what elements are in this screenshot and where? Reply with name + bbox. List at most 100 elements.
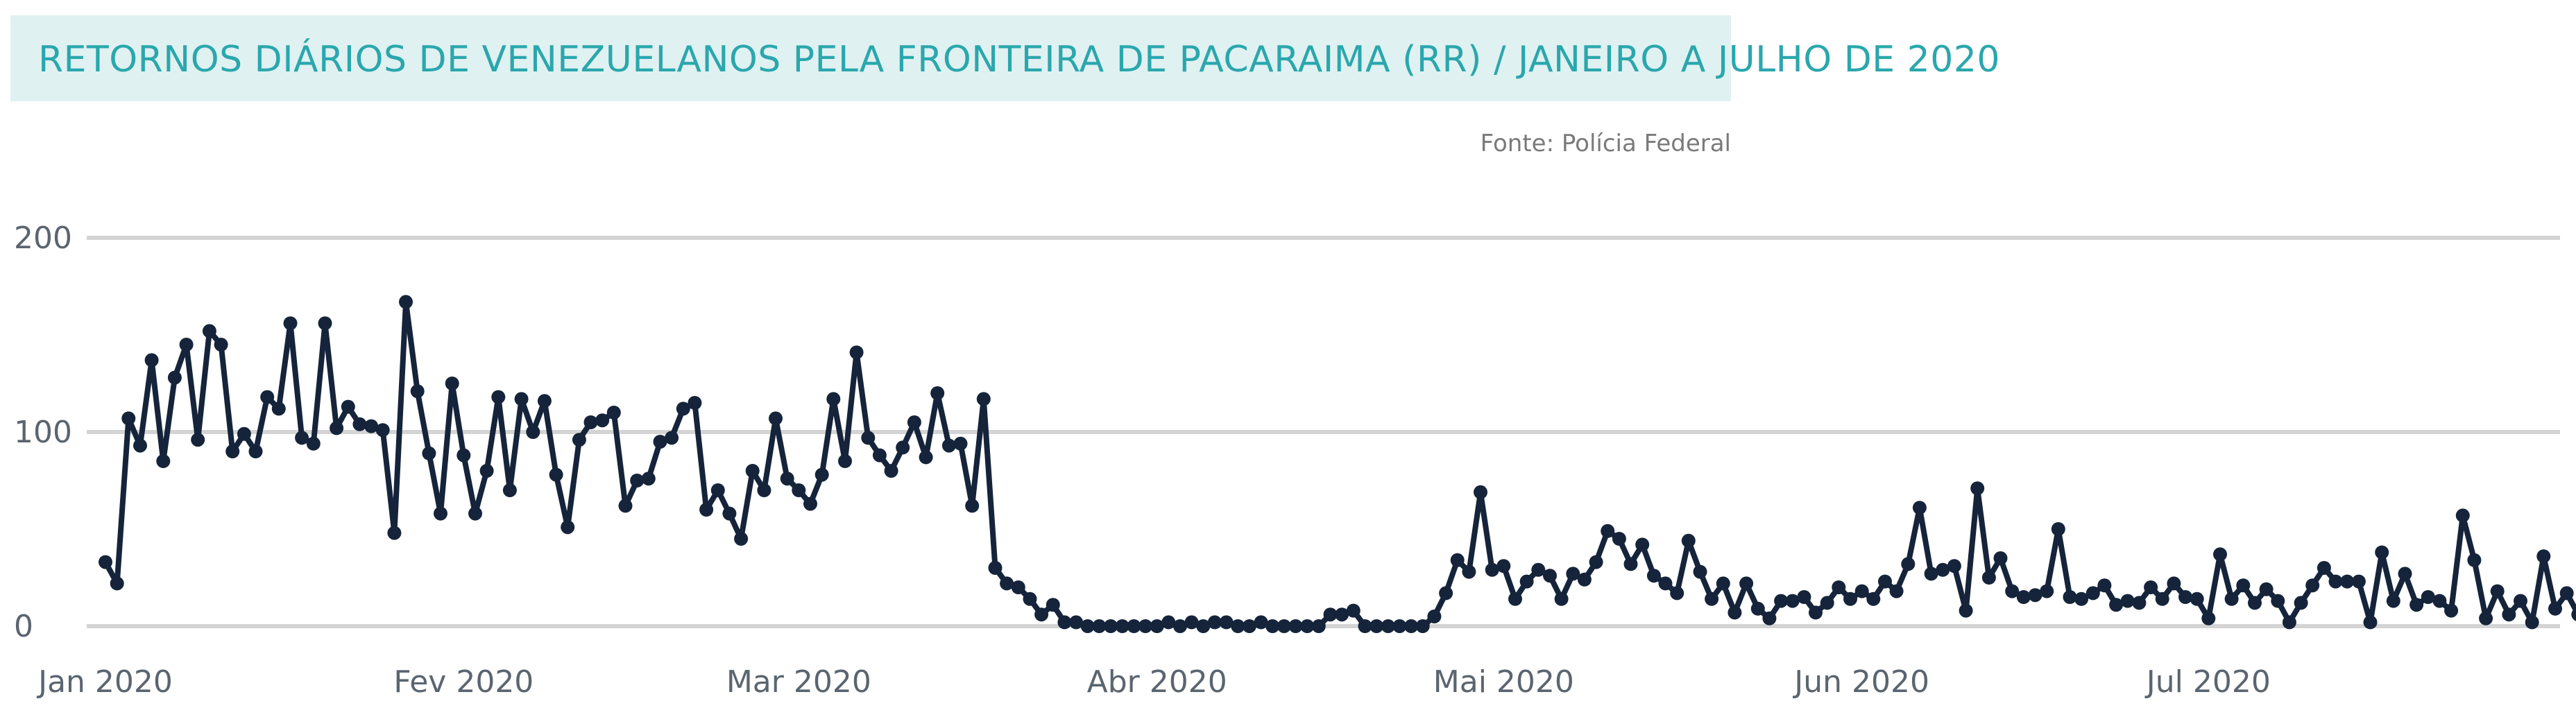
data-point-22 <box>352 417 367 431</box>
data-point-26 <box>399 295 413 309</box>
data-point-121 <box>1496 559 1511 573</box>
data-point-38 <box>537 394 552 408</box>
data-point-107 <box>1335 607 1349 622</box>
data-point-58 <box>769 411 783 426</box>
data-point-39 <box>549 467 563 482</box>
chart-title: RETORNOS DIÁRIOS DE VENEZUELANOS PELA FR… <box>38 38 2000 80</box>
data-point-200 <box>2409 598 2424 612</box>
data-point-21 <box>341 399 355 414</box>
data-point-53 <box>710 483 725 497</box>
data-point-92 <box>1161 615 1176 630</box>
series-returns <box>99 295 2576 633</box>
data-point-103 <box>1288 619 1303 633</box>
data-point-27 <box>410 384 425 399</box>
data-point-118 <box>1462 564 1476 579</box>
data-point-154 <box>1878 574 1892 589</box>
data-point-43 <box>595 413 610 428</box>
data-point-148 <box>1809 605 1823 620</box>
data-point-73 <box>941 438 956 453</box>
data-point-66 <box>861 431 876 445</box>
data-point-31 <box>457 448 471 463</box>
data-point-101 <box>1265 619 1280 633</box>
data-point-157 <box>1912 501 1927 515</box>
data-point-64 <box>838 454 852 468</box>
x-tick-label-1: Fev 2020 <box>393 664 534 700</box>
data-point-204 <box>2455 508 2470 523</box>
title-background <box>10 15 1731 101</box>
data-point-168 <box>2040 584 2054 598</box>
data-point-50 <box>676 401 690 416</box>
data-point-32 <box>468 506 482 521</box>
data-point-191 <box>2305 578 2320 593</box>
data-point-159 <box>1936 562 1950 577</box>
data-point-8 <box>191 433 205 447</box>
data-point-30 <box>445 377 459 390</box>
data-point-126 <box>1554 591 1569 606</box>
data-point-86 <box>1092 619 1107 633</box>
data-point-44 <box>606 406 621 420</box>
data-point-33 <box>479 464 494 478</box>
data-point-183 <box>2213 547 2227 562</box>
data-point-135 <box>1658 576 1673 591</box>
data-point-7 <box>179 338 194 352</box>
data-point-59 <box>780 472 794 486</box>
data-point-67 <box>872 448 887 463</box>
data-point-114 <box>1415 619 1430 633</box>
data-point-1 <box>110 576 124 591</box>
data-point-74 <box>953 436 968 451</box>
data-point-177 <box>2144 580 2158 594</box>
data-point-145 <box>1774 594 1789 608</box>
data-point-102 <box>1277 619 1291 633</box>
data-point-171 <box>2074 591 2089 606</box>
data-point-9 <box>202 324 216 338</box>
data-point-69 <box>896 440 910 455</box>
data-point-117 <box>1450 553 1465 567</box>
data-point-149 <box>1820 596 1834 610</box>
data-point-14 <box>260 390 275 404</box>
data-point-17 <box>295 431 309 445</box>
data-point-185 <box>2236 578 2251 593</box>
x-tick-label-0: Jan 2020 <box>36 664 173 700</box>
data-point-144 <box>1762 611 1777 625</box>
data-point-6 <box>167 370 182 385</box>
data-point-3 <box>133 438 147 453</box>
y-tick-label-0: 0 <box>14 609 33 644</box>
data-point-143 <box>1750 601 1765 616</box>
data-point-136 <box>1670 586 1684 601</box>
data-point-129 <box>1589 555 1603 569</box>
data-point-198 <box>2386 594 2400 608</box>
data-point-96 <box>1207 615 1222 630</box>
data-point-178 <box>2155 591 2169 606</box>
data-point-207 <box>2490 584 2505 598</box>
data-point-174 <box>2109 598 2124 612</box>
data-point-131 <box>1612 532 1626 546</box>
data-point-93 <box>1173 619 1187 633</box>
data-point-10 <box>214 338 228 352</box>
data-point-100 <box>1254 615 1268 630</box>
data-point-35 <box>502 483 517 497</box>
data-point-23 <box>364 419 379 433</box>
data-point-146 <box>1785 594 1800 608</box>
x-tick-label-5: Jun 2020 <box>1792 664 1929 700</box>
data-point-115 <box>1427 610 1442 623</box>
data-point-98 <box>1231 619 1245 633</box>
data-point-63 <box>826 392 841 406</box>
data-point-61 <box>803 496 817 511</box>
data-point-139 <box>1705 591 1719 606</box>
data-point-162 <box>1970 481 1985 496</box>
data-point-108 <box>1346 603 1360 618</box>
data-point-194 <box>2340 574 2355 589</box>
data-point-82 <box>1046 598 1060 612</box>
title-banner: RETORNOS DIÁRIOS DE VENEZUELANOS PELA FR… <box>10 15 2000 101</box>
data-point-119 <box>1474 485 1487 499</box>
data-point-87 <box>1104 619 1118 633</box>
data-point-180 <box>2178 590 2192 604</box>
data-point-81 <box>1034 607 1049 622</box>
data-point-127 <box>1566 567 1580 581</box>
series-line <box>103 299 2576 629</box>
data-point-104 <box>1300 619 1315 633</box>
data-point-62 <box>814 467 829 482</box>
data-point-122 <box>1508 591 1522 606</box>
data-point-111 <box>1381 619 1395 633</box>
data-point-164 <box>1993 551 2008 565</box>
